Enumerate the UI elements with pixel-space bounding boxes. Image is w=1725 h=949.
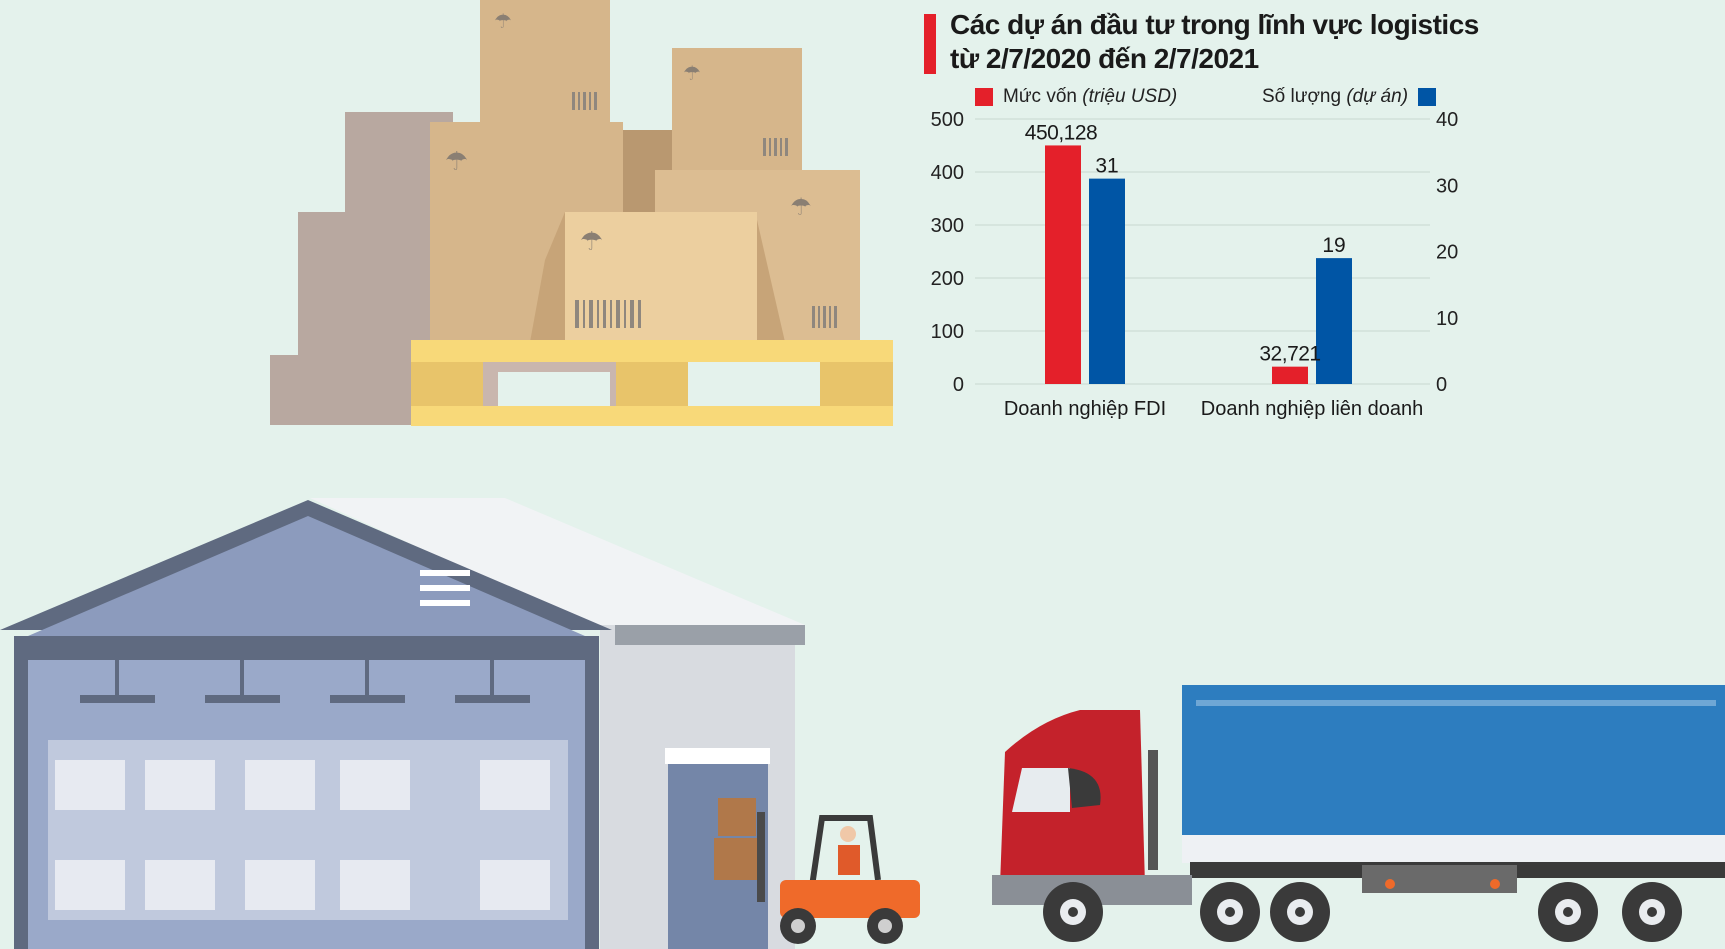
y-left-tick-label: 300 [931, 215, 964, 237]
x-category-label: Doanh nghiệp FDI [1004, 398, 1166, 420]
legend-capital-label: Mức vốn [1003, 86, 1077, 107]
chart: 0 100 200 300 400 500 0 10 20 30 40 450,128 31 Doanh … [931, 109, 1459, 420]
legend-count-label: Số lượng [1262, 86, 1342, 107]
y-left-tick-label: 200 [931, 268, 964, 290]
data-label-capital: 450,128 [1025, 121, 1097, 144]
cardboard-boxes-illustration: ☂ ☂ ☂ ☂ ☂ [270, 0, 893, 426]
data-label-capital: 32,721 [1259, 343, 1320, 366]
svg-text:☂: ☂ [790, 193, 812, 221]
y-left-tick-label: 500 [931, 109, 964, 131]
chart-title-line-2: từ 2/7/2020 đến 2/7/2021 [950, 43, 1259, 74]
data-label-count: 19 [1322, 234, 1345, 257]
svg-text:☂: ☂ [445, 147, 468, 177]
legend-count-swatch [1418, 88, 1437, 106]
truck-illustration [992, 685, 1725, 942]
y-left-tick-label: 0 [953, 374, 964, 396]
svg-text:☂: ☂ [683, 61, 701, 85]
x-category-label: Doanh nghiệp liên doanh [1201, 398, 1423, 420]
y-right-tick-label: 10 [1436, 308, 1458, 330]
y-left-tick-label: 400 [931, 162, 964, 184]
bar-capital [1272, 366, 1308, 384]
forklift-illustration [714, 798, 920, 944]
warehouse-illustration [0, 498, 805, 949]
chart-title-line-1: Các dự án đầu tư trong lĩnh vực logistic… [950, 9, 1479, 40]
y-left-tick-label: 100 [931, 321, 964, 343]
legend-count-unit: (dự án) [1346, 86, 1409, 107]
data-label-count: 31 [1095, 155, 1118, 178]
chart-title: Các dự án đầu tư trong lĩnh vực logistic… [950, 8, 1479, 76]
svg-text:☂: ☂ [580, 227, 603, 257]
title-accent-bar [924, 14, 936, 74]
y-right-tick-label: 30 [1436, 175, 1458, 197]
legend-count: Số lượng (dự án) [1262, 86, 1437, 108]
y-right-tick-label: 20 [1436, 242, 1458, 264]
bar-count [1089, 178, 1125, 384]
bar-count [1316, 258, 1352, 384]
y-right-tick-label: 0 [1436, 374, 1447, 396]
bar-capital [1045, 145, 1081, 384]
legend-capital-swatch [975, 88, 993, 106]
legend-capital-unit: (triệu USD) [1082, 86, 1178, 107]
svg-text:☂: ☂ [494, 9, 512, 33]
legend-capital: Mức vốn (triệu USD) [975, 86, 1177, 108]
y-right-tick-label: 40 [1436, 109, 1458, 131]
